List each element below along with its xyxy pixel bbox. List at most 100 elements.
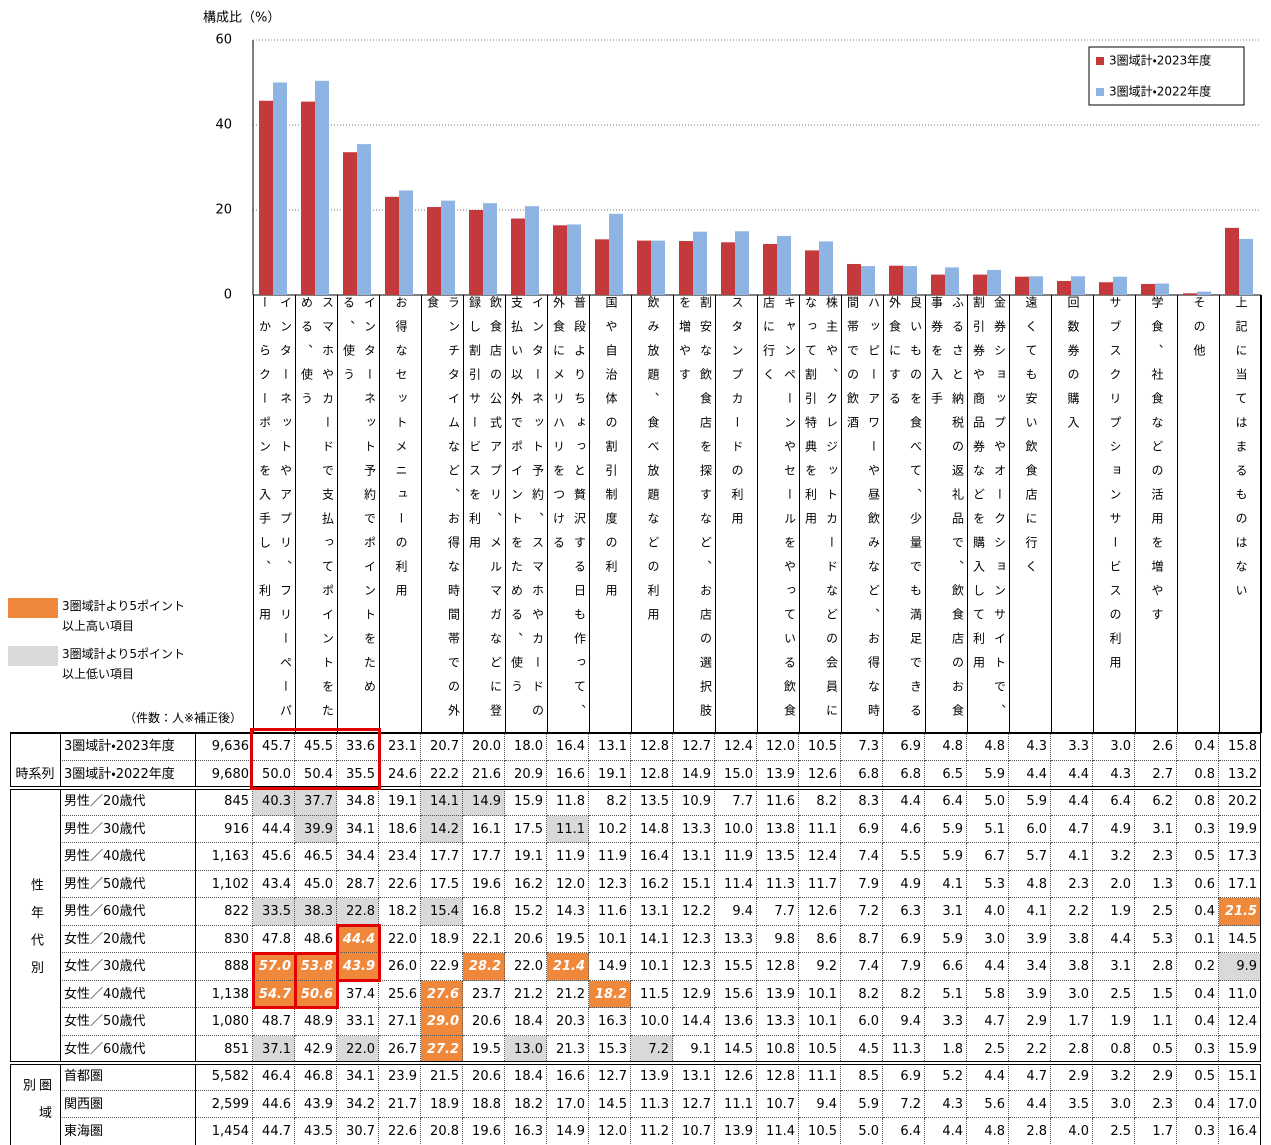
table-cell: 25.6 xyxy=(379,980,421,1008)
y-tick-label: 0 xyxy=(224,288,232,301)
table-cell: 2.9 xyxy=(1051,1063,1093,1091)
row-count: 1,454 xyxy=(195,1118,253,1145)
table-cell: 2.2 xyxy=(1051,898,1093,926)
column-header-text: 飲み放題、食べ放題などの利用 xyxy=(646,296,660,632)
table-cell: 14.4 xyxy=(673,1008,715,1036)
table-cell: 34.4 xyxy=(337,843,379,871)
bar xyxy=(679,241,693,295)
table-cell: 5.0 xyxy=(841,1118,883,1145)
column-header-text: 遠くても安い飲食店に行く xyxy=(1024,296,1038,584)
table-top-line xyxy=(10,732,1261,734)
table-cell: 4.4 xyxy=(1093,925,1135,953)
table-cell: 15.5 xyxy=(715,953,757,981)
table-cell: 15.3 xyxy=(589,1035,631,1063)
column-header-text: 上記に当てはまるものはない xyxy=(1234,296,1248,608)
table-cell: 15.0 xyxy=(715,760,757,788)
bar xyxy=(819,241,833,295)
table-cell: 7.2 xyxy=(841,898,883,926)
bar xyxy=(847,263,861,295)
bar xyxy=(1155,283,1169,295)
table-cell: 8.2 xyxy=(883,980,925,1008)
bar xyxy=(1099,282,1113,295)
table-cell: 8.2 xyxy=(841,980,883,1008)
table-cell: 34.1 xyxy=(337,815,379,843)
table-cell: 20.0 xyxy=(463,733,505,761)
table-cell: 0.4 xyxy=(1177,980,1219,1008)
table-cell: 12.8 xyxy=(631,760,673,788)
column-header: インターネット予約、スマホやカードの支払い以外でポイントをためる、使う xyxy=(505,295,548,733)
column-header-text: 飲食店の公式アプリ、メルマガなどに登録し割引サービスを利用 xyxy=(467,296,503,728)
table-cell: 5.9 xyxy=(925,925,967,953)
y-tick-label: 40 xyxy=(215,118,232,133)
table-cell: 21.4 xyxy=(547,953,589,981)
table-cell: 20.6 xyxy=(505,925,547,953)
column-header-text: 株主や、クレジットカードなどの会員になって割引特典を利用 xyxy=(803,296,839,728)
table-cell: 16.2 xyxy=(631,870,673,898)
table-cell: 20.9 xyxy=(505,760,547,788)
table-cell: 16.1 xyxy=(463,815,505,843)
table-cell: 0.5 xyxy=(1135,1035,1177,1063)
table-cell: 9.2 xyxy=(799,953,841,981)
table-cell: 15.2 xyxy=(505,898,547,926)
table-cell: 7.2 xyxy=(631,1035,673,1063)
table-cell: 44.7 xyxy=(253,1118,295,1145)
table-cell: 22.0 xyxy=(379,925,421,953)
table-cell: 33.5 xyxy=(253,898,295,926)
table-cell: 17.7 xyxy=(463,843,505,871)
table-cell: 4.6 xyxy=(883,815,925,843)
bar xyxy=(441,200,455,295)
table-cell: 0.4 xyxy=(1177,898,1219,926)
table-cell: 18.2 xyxy=(505,1090,547,1118)
table-cell: 23.7 xyxy=(463,980,505,1008)
table-cell: 5.2 xyxy=(925,1063,967,1091)
table-cell: 12.8 xyxy=(757,1063,799,1091)
table-cell: 13.9 xyxy=(715,1118,757,1145)
table-cell: 18.2 xyxy=(379,898,421,926)
column-header-text: サブスクリプションサービスの利用 xyxy=(1108,296,1122,680)
column-header: ハッピーアワーや昼飲みなど、お得な時間帯での飲酒 xyxy=(841,295,884,733)
table-cell: 4.5 xyxy=(841,1035,883,1063)
table-cell: 8.3 xyxy=(841,788,883,816)
table-cell: 2.7 xyxy=(1135,760,1177,788)
table-cell: 2.5 xyxy=(1093,980,1135,1008)
row-count: 822 xyxy=(195,898,253,926)
table-cell: 13.5 xyxy=(631,788,673,816)
table-cell: 0.8 xyxy=(1177,788,1219,816)
table-cell: 14.1 xyxy=(631,925,673,953)
table-cell: 20.8 xyxy=(421,1118,463,1145)
bar xyxy=(385,196,399,295)
table-cell: 0.3 xyxy=(1177,815,1219,843)
table-cell: 10.0 xyxy=(715,815,757,843)
row-name: 男性／30歳代 xyxy=(60,815,195,843)
bar xyxy=(889,265,903,295)
column-header: スマホやカードで支払ってポイントをためる、使う xyxy=(295,295,338,733)
table-cell: 6.8 xyxy=(841,760,883,788)
table-cell: 10.5 xyxy=(799,733,841,761)
table-cell: 14.9 xyxy=(547,1118,589,1145)
table-cell: 18.0 xyxy=(505,733,547,761)
bar xyxy=(651,240,665,295)
table-cell: 26.7 xyxy=(379,1035,421,1063)
table-cell: 11.6 xyxy=(589,898,631,926)
bar xyxy=(343,152,357,295)
totals-separator xyxy=(10,786,1261,790)
row-name: 女性／20歳代 xyxy=(60,925,195,953)
table-cell: 19.1 xyxy=(589,760,631,788)
table-cell: 46.8 xyxy=(295,1063,337,1091)
table-cell: 4.1 xyxy=(1051,843,1093,871)
table-cell: 0.8 xyxy=(1093,1035,1135,1063)
table-cell: 5.3 xyxy=(1135,925,1177,953)
table-cell: 10.9 xyxy=(673,788,715,816)
table-cell: 48.9 xyxy=(295,1008,337,1036)
table-cell: 3.0 xyxy=(1093,733,1135,761)
table-cell: 19.9 xyxy=(1219,815,1261,843)
table-cell: 12.6 xyxy=(715,1063,757,1091)
table-cell: 19.5 xyxy=(547,925,589,953)
table-cell: 1.7 xyxy=(1135,1118,1177,1145)
row-count: 9,636 xyxy=(195,733,253,761)
y-axis-title: 構成比（%） xyxy=(203,11,280,26)
table-cell: 6.9 xyxy=(883,1063,925,1091)
table-cell: 21.3 xyxy=(547,1035,589,1063)
table-cell: 5.3 xyxy=(967,870,1009,898)
table-cell: 4.8 xyxy=(967,1118,1009,1145)
